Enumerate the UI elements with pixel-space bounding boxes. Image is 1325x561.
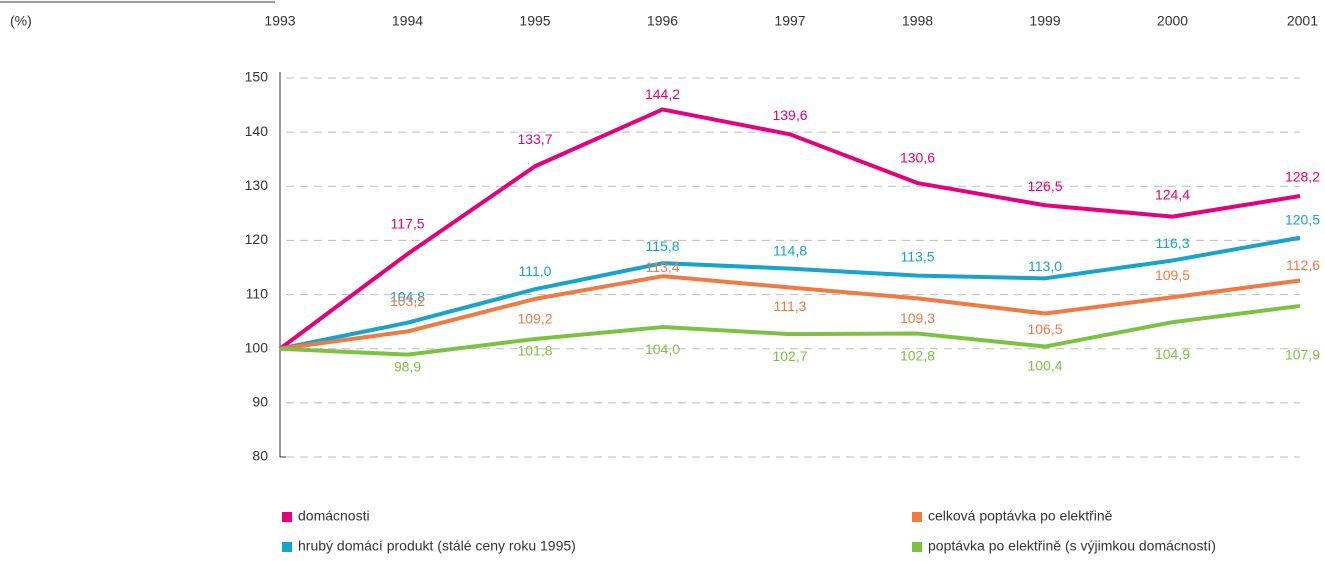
value-label: 104,0 [645,341,680,357]
x-tick-label: 2000 [1157,13,1188,29]
value-label: 100,4 [1027,357,1062,373]
y-tick-label: 110 [246,285,269,301]
value-label: 114,8 [773,242,807,258]
value-label: 124,4 [1155,186,1190,202]
value-label: 116,3 [1156,235,1190,251]
x-tick-label: 1993 [264,13,295,29]
value-label: 109,2 [517,311,552,327]
y-tick-label: 80 [252,448,268,464]
legend-swatch [912,512,922,522]
legend-label: celková poptávka po elektřině [928,508,1113,524]
value-label: 128,2 [1285,169,1320,185]
value-label: 109,5 [1155,267,1190,283]
value-label: 103,2 [390,293,425,309]
y-tick-label: 150 [245,69,269,85]
value-label: 102,8 [900,347,935,363]
value-label: 104,8 [390,288,425,304]
y-tick-label: 90 [252,394,268,410]
x-tick-label: 1999 [1029,13,1060,29]
value-label: 133,7 [517,131,552,147]
x-tick-label: 1998 [902,13,933,29]
value-label: 111,3 [774,298,807,314]
value-label: 113,4 [646,259,680,275]
x-tick-label: 1996 [647,13,678,29]
value-label: 139,6 [772,107,807,123]
x-tick-label: 2001 [1287,13,1318,29]
value-label: 115,8 [646,238,680,254]
value-label: 98,9 [394,358,421,374]
legend-swatch [282,512,292,522]
value-label: 102,7 [772,348,807,364]
value-label: 126,5 [1027,178,1062,194]
value-label: 120,5 [1285,211,1320,227]
value-label: 101,8 [517,343,552,359]
x-tick-label: 1997 [774,13,805,29]
legend-swatch [912,542,922,552]
y-unit: (%) [10,13,32,29]
y-tick-label: 130 [245,177,269,193]
legend-label: domácnosti [298,508,370,524]
series-line [279,274,1301,351]
legend-label: poptávka po elektřině (s výjimkou domácn… [928,538,1216,554]
value-label: 113,0 [1028,258,1062,274]
series-line [279,303,1301,357]
value-label: 117,5 [391,216,425,232]
value-label: 109,3 [900,310,935,326]
value-label: 113,5 [901,248,935,264]
y-tick-label: 140 [245,123,269,139]
legend-label: hrubý domácí produkt (stálé ceny roku 19… [298,538,576,554]
value-label: 130,6 [900,150,935,166]
legend-swatch [282,542,292,552]
value-label: 111,0 [519,263,552,279]
series-line [278,107,1301,351]
value-label: 107,9 [1285,347,1320,363]
value-label: 106,5 [1027,321,1062,337]
y-tick-label: 120 [245,231,269,247]
value-label: 104,9 [1155,346,1190,362]
value-label: 112,6 [1286,257,1320,273]
x-tick-label: 1994 [392,13,423,29]
value-label: 144,2 [645,86,680,102]
x-tick-label: 1995 [519,13,550,29]
series-line [279,235,1301,351]
y-tick-label: 100 [245,339,269,355]
